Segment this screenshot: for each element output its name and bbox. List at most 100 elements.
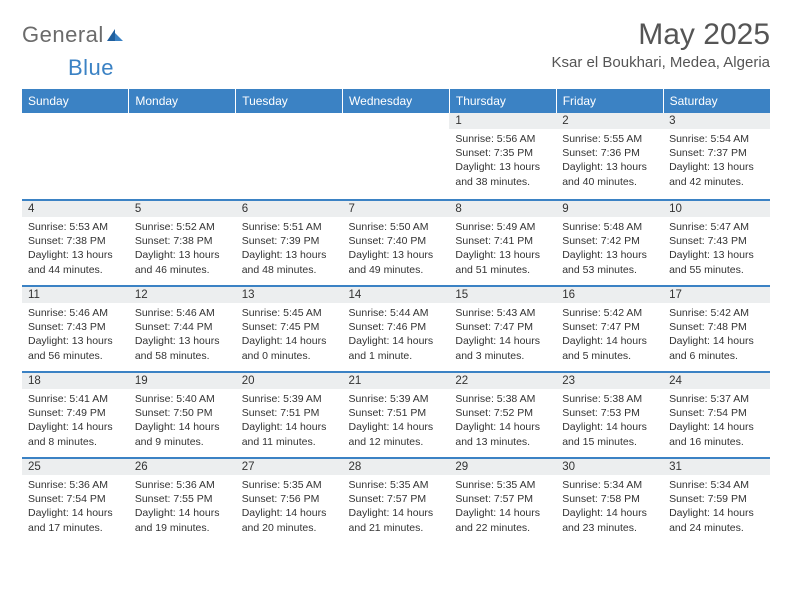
sunrise-line: Sunrise: 5:39 AM <box>242 392 337 406</box>
calendar-day-cell: 14Sunrise: 5:44 AMSunset: 7:46 PMDayligh… <box>343 285 450 371</box>
calendar-day-cell: 23Sunrise: 5:38 AMSunset: 7:53 PMDayligh… <box>556 371 663 457</box>
weekday-header: Wednesday <box>343 89 450 113</box>
day-details: Sunrise: 5:55 AMSunset: 7:36 PMDaylight:… <box>556 129 663 191</box>
day-details: Sunrise: 5:34 AMSunset: 7:58 PMDaylight:… <box>556 475 663 537</box>
sunset-line: Sunset: 7:59 PM <box>669 492 764 506</box>
sunrise-line: Sunrise: 5:36 AM <box>28 478 123 492</box>
sunset-line: Sunset: 7:47 PM <box>455 320 550 334</box>
day-details: Sunrise: 5:42 AMSunset: 7:48 PMDaylight:… <box>663 303 770 365</box>
day-number: 29 <box>449 457 556 475</box>
sunset-line: Sunset: 7:57 PM <box>455 492 550 506</box>
day-number: 2 <box>556 113 663 129</box>
calendar-day-cell: 9Sunrise: 5:48 AMSunset: 7:42 PMDaylight… <box>556 199 663 285</box>
month-title: May 2025 <box>552 18 770 52</box>
daylight-line: Daylight: 14 hours and 13 minutes. <box>455 420 550 448</box>
day-details: Sunrise: 5:36 AMSunset: 7:55 PMDaylight:… <box>129 475 236 537</box>
calendar-day-cell: 17Sunrise: 5:42 AMSunset: 7:48 PMDayligh… <box>663 285 770 371</box>
daylight-line: Daylight: 13 hours and 40 minutes. <box>562 160 657 188</box>
calendar-empty-cell <box>22 113 129 199</box>
day-details: Sunrise: 5:52 AMSunset: 7:38 PMDaylight:… <box>129 217 236 279</box>
weekday-header: Thursday <box>449 89 556 113</box>
sunset-line: Sunset: 7:56 PM <box>242 492 337 506</box>
day-details: Sunrise: 5:48 AMSunset: 7:42 PMDaylight:… <box>556 217 663 279</box>
logo-text-general: General <box>22 22 104 48</box>
weekday-header: Tuesday <box>236 89 343 113</box>
day-details: Sunrise: 5:39 AMSunset: 7:51 PMDaylight:… <box>343 389 450 451</box>
day-number: 26 <box>129 457 236 475</box>
sunrise-line: Sunrise: 5:42 AM <box>562 306 657 320</box>
day-details: Sunrise: 5:42 AMSunset: 7:47 PMDaylight:… <box>556 303 663 365</box>
logo-text-blue: Blue <box>68 55 114 80</box>
weekday-header: Monday <box>129 89 236 113</box>
calendar-day-cell: 26Sunrise: 5:36 AMSunset: 7:55 PMDayligh… <box>129 457 236 543</box>
daylight-line: Daylight: 13 hours and 49 minutes. <box>349 248 444 276</box>
day-details: Sunrise: 5:50 AMSunset: 7:40 PMDaylight:… <box>343 217 450 279</box>
day-number: 22 <box>449 371 556 389</box>
sunrise-line: Sunrise: 5:34 AM <box>669 478 764 492</box>
calendar-day-cell: 27Sunrise: 5:35 AMSunset: 7:56 PMDayligh… <box>236 457 343 543</box>
daylight-line: Daylight: 13 hours and 53 minutes. <box>562 248 657 276</box>
daylight-line: Daylight: 13 hours and 38 minutes. <box>455 160 550 188</box>
logo-sail-icon <box>106 28 124 42</box>
sunrise-line: Sunrise: 5:40 AM <box>135 392 230 406</box>
sunset-line: Sunset: 7:39 PM <box>242 234 337 248</box>
daylight-line: Daylight: 13 hours and 42 minutes. <box>669 160 764 188</box>
sunset-line: Sunset: 7:51 PM <box>242 406 337 420</box>
calendar-day-cell: 31Sunrise: 5:34 AMSunset: 7:59 PMDayligh… <box>663 457 770 543</box>
sunrise-line: Sunrise: 5:52 AM <box>135 220 230 234</box>
calendar-day-cell: 19Sunrise: 5:40 AMSunset: 7:50 PMDayligh… <box>129 371 236 457</box>
sunset-line: Sunset: 7:38 PM <box>28 234 123 248</box>
calendar-day-cell: 1Sunrise: 5:56 AMSunset: 7:35 PMDaylight… <box>449 113 556 199</box>
day-number: 11 <box>22 285 129 303</box>
day-number: 21 <box>343 371 450 389</box>
sunset-line: Sunset: 7:53 PM <box>562 406 657 420</box>
calendar-day-cell: 13Sunrise: 5:45 AMSunset: 7:45 PMDayligh… <box>236 285 343 371</box>
sunset-line: Sunset: 7:44 PM <box>135 320 230 334</box>
day-details: Sunrise: 5:36 AMSunset: 7:54 PMDaylight:… <box>22 475 129 537</box>
calendar-day-cell: 16Sunrise: 5:42 AMSunset: 7:47 PMDayligh… <box>556 285 663 371</box>
sunrise-line: Sunrise: 5:35 AM <box>455 478 550 492</box>
day-number: 15 <box>449 285 556 303</box>
daylight-line: Daylight: 14 hours and 5 minutes. <box>562 334 657 362</box>
daylight-line: Daylight: 14 hours and 1 minute. <box>349 334 444 362</box>
calendar-week-row: 1Sunrise: 5:56 AMSunset: 7:35 PMDaylight… <box>22 113 770 199</box>
daylight-line: Daylight: 13 hours and 55 minutes. <box>669 248 764 276</box>
day-details: Sunrise: 5:49 AMSunset: 7:41 PMDaylight:… <box>449 217 556 279</box>
sunrise-line: Sunrise: 5:35 AM <box>349 478 444 492</box>
sunset-line: Sunset: 7:43 PM <box>669 234 764 248</box>
daylight-line: Daylight: 13 hours and 46 minutes. <box>135 248 230 276</box>
sunrise-line: Sunrise: 5:56 AM <box>455 132 550 146</box>
weekday-row: SundayMondayTuesdayWednesdayThursdayFrid… <box>22 89 770 113</box>
calendar-week-row: 11Sunrise: 5:46 AMSunset: 7:43 PMDayligh… <box>22 285 770 371</box>
calendar-day-cell: 3Sunrise: 5:54 AMSunset: 7:37 PMDaylight… <box>663 113 770 199</box>
sunrise-line: Sunrise: 5:38 AM <box>562 392 657 406</box>
day-details: Sunrise: 5:43 AMSunset: 7:47 PMDaylight:… <box>449 303 556 365</box>
day-details: Sunrise: 5:37 AMSunset: 7:54 PMDaylight:… <box>663 389 770 451</box>
day-details: Sunrise: 5:56 AMSunset: 7:35 PMDaylight:… <box>449 129 556 191</box>
sunrise-line: Sunrise: 5:49 AM <box>455 220 550 234</box>
day-number: 8 <box>449 199 556 217</box>
day-details: Sunrise: 5:41 AMSunset: 7:49 PMDaylight:… <box>22 389 129 451</box>
day-details: Sunrise: 5:40 AMSunset: 7:50 PMDaylight:… <box>129 389 236 451</box>
calendar-empty-cell <box>343 113 450 199</box>
sunset-line: Sunset: 7:38 PM <box>135 234 230 248</box>
sunrise-line: Sunrise: 5:53 AM <box>28 220 123 234</box>
logo: General <box>22 22 126 48</box>
daylight-line: Daylight: 14 hours and 12 minutes. <box>349 420 444 448</box>
sunrise-line: Sunrise: 5:34 AM <box>562 478 657 492</box>
sunrise-line: Sunrise: 5:41 AM <box>28 392 123 406</box>
calendar-day-cell: 24Sunrise: 5:37 AMSunset: 7:54 PMDayligh… <box>663 371 770 457</box>
day-number: 7 <box>343 199 450 217</box>
sunset-line: Sunset: 7:49 PM <box>28 406 123 420</box>
calendar-day-cell: 22Sunrise: 5:38 AMSunset: 7:52 PMDayligh… <box>449 371 556 457</box>
calendar-day-cell: 12Sunrise: 5:46 AMSunset: 7:44 PMDayligh… <box>129 285 236 371</box>
day-details: Sunrise: 5:38 AMSunset: 7:52 PMDaylight:… <box>449 389 556 451</box>
sunrise-line: Sunrise: 5:51 AM <box>242 220 337 234</box>
day-number: 25 <box>22 457 129 475</box>
sunset-line: Sunset: 7:46 PM <box>349 320 444 334</box>
day-details: Sunrise: 5:54 AMSunset: 7:37 PMDaylight:… <box>663 129 770 191</box>
sunset-line: Sunset: 7:57 PM <box>349 492 444 506</box>
sunrise-line: Sunrise: 5:43 AM <box>455 306 550 320</box>
daylight-line: Daylight: 14 hours and 24 minutes. <box>669 506 764 534</box>
sunrise-line: Sunrise: 5:42 AM <box>669 306 764 320</box>
